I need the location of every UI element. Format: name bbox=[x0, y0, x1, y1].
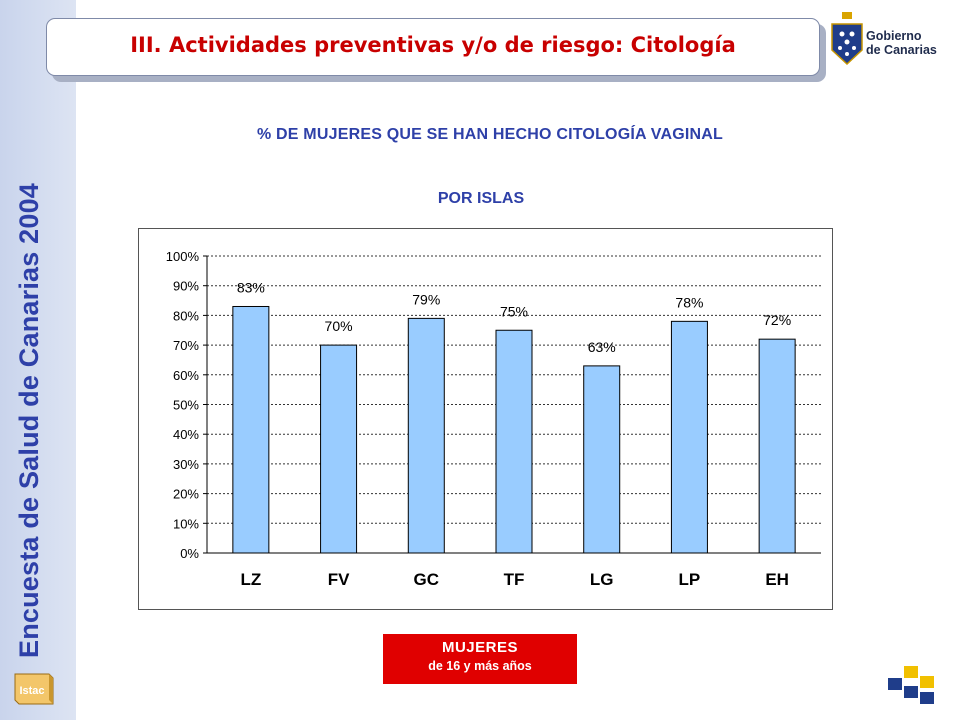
x-category-label: LZ bbox=[240, 570, 261, 589]
istac-logo: Istac bbox=[14, 673, 54, 705]
government-crest-icon bbox=[831, 12, 863, 66]
data-label: 63% bbox=[588, 339, 616, 355]
bar-eh bbox=[758, 338, 796, 554]
bar-gc bbox=[407, 317, 445, 554]
y-tick-label: 90% bbox=[173, 279, 199, 294]
canarias-logo-icon bbox=[888, 666, 934, 704]
chart-title: % DE MUJERES QUE SE HAN HECHO CITOLOGÍA … bbox=[256, 126, 724, 143]
government-line-2: de Canarias bbox=[866, 43, 937, 57]
data-label: 75% bbox=[500, 303, 528, 319]
data-label: 78% bbox=[675, 294, 703, 310]
x-category-label: LP bbox=[679, 570, 701, 589]
data-label: 70% bbox=[325, 318, 353, 334]
data-label: 72% bbox=[763, 312, 791, 328]
government-name: Gobierno de Canarias bbox=[866, 29, 937, 57]
y-tick-label: 50% bbox=[173, 398, 199, 413]
y-tick-label: 30% bbox=[173, 457, 199, 472]
x-category-label: GC bbox=[414, 570, 440, 589]
y-tick-label: 100% bbox=[166, 249, 200, 264]
sidebar: Encuesta de Salud de Canarias 2004 Istac bbox=[0, 0, 76, 720]
y-tick-label: 60% bbox=[173, 368, 199, 383]
istac-label: Istac bbox=[19, 685, 44, 697]
title-box: III. Actividades preventivas y/o de ries… bbox=[46, 18, 820, 76]
bar-fv bbox=[320, 344, 358, 554]
y-tick-label: 10% bbox=[173, 516, 199, 531]
y-tick-label: 20% bbox=[173, 487, 199, 502]
x-category-label: EH bbox=[765, 570, 789, 589]
y-tick-label: 70% bbox=[173, 338, 199, 353]
x-category-label: FV bbox=[328, 570, 350, 589]
x-category-label: TF bbox=[504, 570, 525, 589]
badge-line-2: de 16 y más años bbox=[428, 659, 532, 673]
data-label: 79% bbox=[412, 291, 440, 307]
bar-lz bbox=[232, 305, 270, 554]
y-tick-label: 80% bbox=[173, 308, 199, 323]
bar-lp bbox=[670, 320, 708, 554]
badge-line-1: MUJERES bbox=[441, 639, 519, 656]
chart-frame: 0% 10% 20% 30% 40% 50% 60% 70% 80% 90% 100% 83% LZ 70… bbox=[138, 228, 833, 610]
bar-chart: 0% 10% 20% 30% 40% 50% 60% 70% 80% 90% 100% 83% LZ 70… bbox=[166, 249, 821, 589]
y-tick-label: 40% bbox=[173, 427, 199, 442]
chart-subtitle: POR ISLAS bbox=[437, 190, 525, 207]
survey-title: Encuesta de Salud de Canarias 2004 bbox=[14, 182, 44, 658]
x-category-label: LG bbox=[590, 570, 614, 589]
population-badge: MUJERES de 16 y más años bbox=[383, 634, 577, 684]
bar-lg bbox=[583, 365, 621, 554]
government-line-1: Gobierno bbox=[866, 29, 922, 43]
bar-tf bbox=[495, 329, 533, 554]
data-label: 83% bbox=[237, 279, 265, 295]
page-title: III. Actividades preventivas y/o de ries… bbox=[130, 33, 736, 57]
y-tick-label: 0% bbox=[180, 546, 199, 561]
